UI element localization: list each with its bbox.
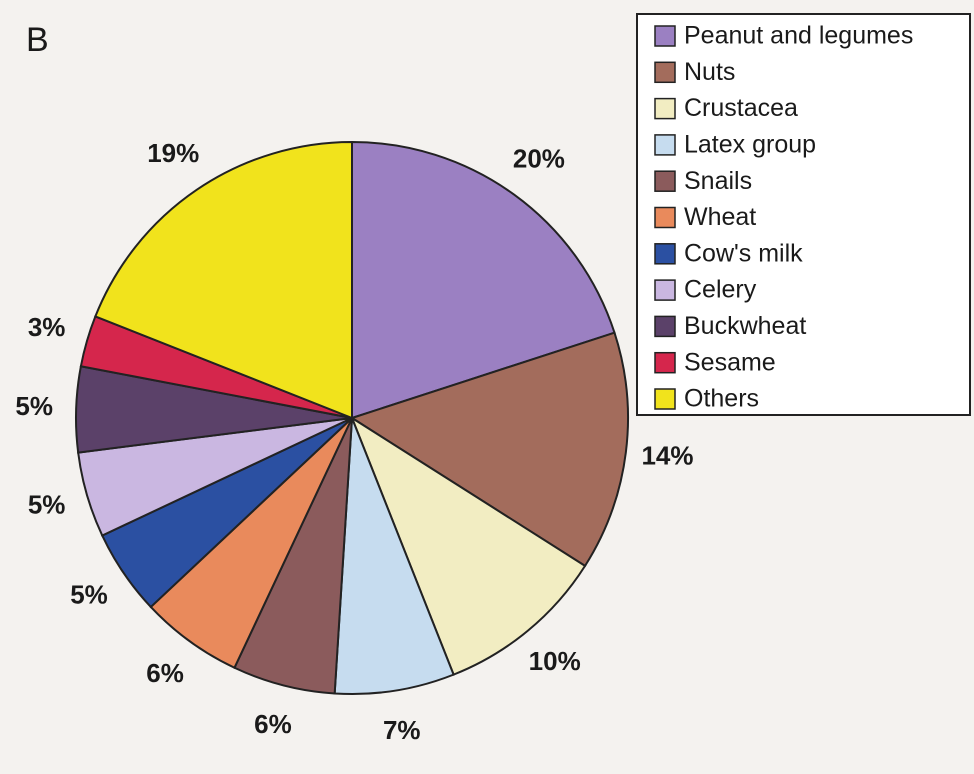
legend-swatch	[654, 206, 676, 229]
legend-swatch	[654, 388, 676, 410]
slice-label: 3%	[28, 312, 66, 342]
pie-slice	[349, 415, 587, 676]
legend-label: Sesame	[684, 348, 776, 376]
slice-label: 6%	[254, 709, 292, 739]
slice-label: 14%	[641, 441, 693, 471]
slice-label: 5%	[15, 391, 53, 421]
slice-label: 5%	[70, 580, 108, 610]
legend-swatch	[654, 315, 676, 338]
legend-swatch	[654, 134, 676, 156]
pie-slice	[94, 140, 353, 420]
legend-swatch	[654, 61, 676, 84]
legend-label: Nuts	[684, 58, 735, 86]
legend-swatch	[654, 25, 676, 47]
panel-label: B	[26, 21, 49, 59]
legend-label: Celery	[684, 276, 757, 304]
slice-label: 6%	[146, 658, 184, 688]
pie-slice	[333, 417, 455, 695]
slice-label: 7%	[383, 715, 421, 745]
slice-label: 5%	[28, 490, 66, 520]
slice-label: 19%	[147, 138, 199, 168]
legend-label: Wheat	[684, 203, 756, 231]
legend-label: Snails	[684, 167, 752, 195]
legend-swatch	[654, 97, 676, 120]
legend-label: Peanut and legumes	[684, 22, 913, 50]
slice-label: 10%	[529, 646, 581, 676]
legend-label: Others	[684, 385, 759, 413]
legend-label: Latex group	[684, 131, 816, 159]
legend-swatch	[654, 279, 676, 301]
legend-swatch	[654, 351, 676, 374]
legend-label: Buckwheat	[684, 312, 806, 340]
pie-slice	[349, 331, 629, 568]
legend-label: Cow's milk	[684, 239, 803, 267]
legend-swatch	[654, 170, 676, 192]
legend-label: Crustacea	[684, 94, 798, 122]
pie-slice	[351, 140, 616, 420]
legend-swatch	[654, 243, 676, 265]
legend-box	[636, 13, 971, 416]
slice-label: 20%	[513, 144, 565, 174]
